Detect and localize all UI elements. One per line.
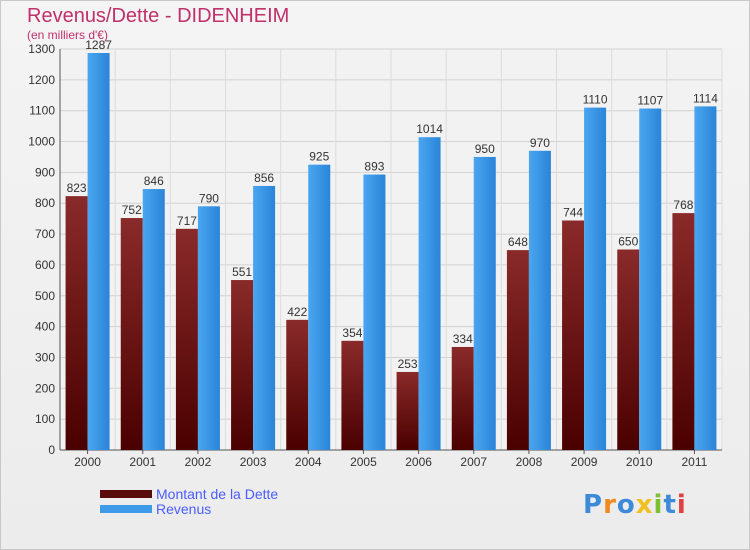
x-tick-label: 2011: [682, 455, 708, 469]
proxiti-logo: Proxiti: [583, 490, 687, 520]
logo-letter: t: [663, 490, 677, 520]
bar-revenus: [308, 164, 331, 450]
data-label: 1014: [416, 122, 443, 136]
data-label: 717: [177, 214, 197, 228]
y-tick-label: 700: [35, 227, 55, 241]
logo-letter: i: [653, 490, 664, 520]
bar-revenus: [197, 206, 220, 450]
x-tick-label: 2003: [240, 455, 267, 469]
data-label: 744: [563, 206, 583, 220]
y-tick-label: 1300: [28, 42, 55, 56]
x-tick-label: 2001: [129, 455, 156, 469]
x-tick-label: 2010: [626, 455, 653, 469]
data-label: 1107: [637, 94, 663, 108]
bar-revenus: [639, 108, 662, 450]
bar-revenus: [363, 174, 386, 451]
data-label: 648: [508, 235, 528, 249]
legend-label-revenus: Revenus: [156, 500, 212, 517]
y-tick-label: 900: [35, 165, 55, 179]
bar-revenus: [253, 185, 276, 451]
legend-swatch-dette: [100, 489, 152, 498]
data-label: 650: [618, 235, 638, 249]
x-tick-label: 2000: [74, 455, 101, 469]
data-label: 823: [67, 181, 87, 195]
bar-dette: [396, 371, 419, 450]
bar-revenus: [584, 107, 607, 450]
x-tick-label: 2002: [185, 455, 212, 469]
data-label: 950: [475, 142, 495, 156]
y-tick-label: 200: [35, 381, 55, 395]
bar-revenus: [473, 156, 496, 450]
y-tick-label: 500: [35, 289, 55, 303]
data-label: 253: [398, 357, 418, 371]
logo-letter: i: [676, 490, 687, 520]
x-tick-label: 2007: [460, 455, 487, 469]
y-tick-label: 1200: [28, 73, 55, 87]
bar-dette: [341, 340, 364, 450]
bar-dette: [286, 319, 309, 450]
logo-letter: o: [616, 490, 636, 520]
legend: Montant de la Dette Revenus: [100, 485, 279, 517]
y-tick-label: 0: [48, 443, 55, 457]
x-tick-label: 2006: [405, 455, 432, 469]
bar-revenus: [694, 106, 717, 451]
data-label: 334: [453, 332, 473, 346]
data-label: 846: [144, 174, 164, 188]
data-label: 893: [364, 160, 384, 174]
bar-dette: [65, 196, 88, 450]
data-label: 856: [254, 171, 274, 185]
bar-dette: [451, 346, 474, 450]
y-tick-label: 300: [35, 350, 55, 364]
legend-swatch-revenus: [100, 504, 152, 513]
data-label: 925: [309, 150, 329, 164]
data-label: 354: [342, 326, 362, 340]
data-label: 790: [199, 191, 219, 205]
bar-dette: [672, 213, 695, 450]
bar-revenus: [87, 53, 110, 450]
data-label: 551: [232, 265, 252, 279]
logo-letter: P: [583, 490, 604, 520]
data-label: 752: [122, 203, 142, 217]
x-tick-label: 2009: [571, 455, 598, 469]
bar-dette: [506, 250, 529, 450]
bar-dette: [562, 220, 585, 450]
bar-revenus: [418, 137, 441, 450]
logo-letter: r: [603, 490, 617, 520]
data-label: 422: [287, 305, 307, 319]
x-tick-label: 2005: [350, 455, 377, 469]
data-label: 970: [530, 136, 550, 150]
bar-dette: [617, 249, 640, 450]
y-tick-label: 600: [35, 258, 55, 272]
data-label: 1287: [85, 38, 112, 52]
chart-title: Revenus/Dette - DIDENHEIM: [27, 5, 290, 27]
logo-letter: x: [635, 490, 654, 520]
y-tick-label: 800: [35, 196, 55, 210]
data-label: 1110: [583, 93, 608, 107]
data-label: 768: [673, 198, 693, 212]
legend-label-dette: Montant de la Dette: [156, 485, 279, 502]
x-tick-label: 2008: [516, 455, 543, 469]
x-tick-label: 2004: [295, 455, 322, 469]
bar-dette: [231, 280, 254, 450]
bar-revenus: [528, 150, 551, 451]
y-tick-label: 1000: [28, 135, 55, 149]
legend-item-dette: Montant de la Dette: [100, 485, 279, 502]
chart-subtitle: (en milliers d'€): [27, 28, 108, 42]
y-tick-label: 400: [35, 320, 55, 334]
bar-revenus: [142, 189, 165, 450]
legend-item-revenus: Revenus: [100, 500, 278, 517]
data-label: 1114: [693, 91, 718, 105]
bar-dette: [120, 218, 143, 450]
y-tick-label: 1100: [29, 104, 55, 118]
bar-dette: [175, 228, 198, 450]
y-tick-label: 100: [35, 412, 55, 426]
